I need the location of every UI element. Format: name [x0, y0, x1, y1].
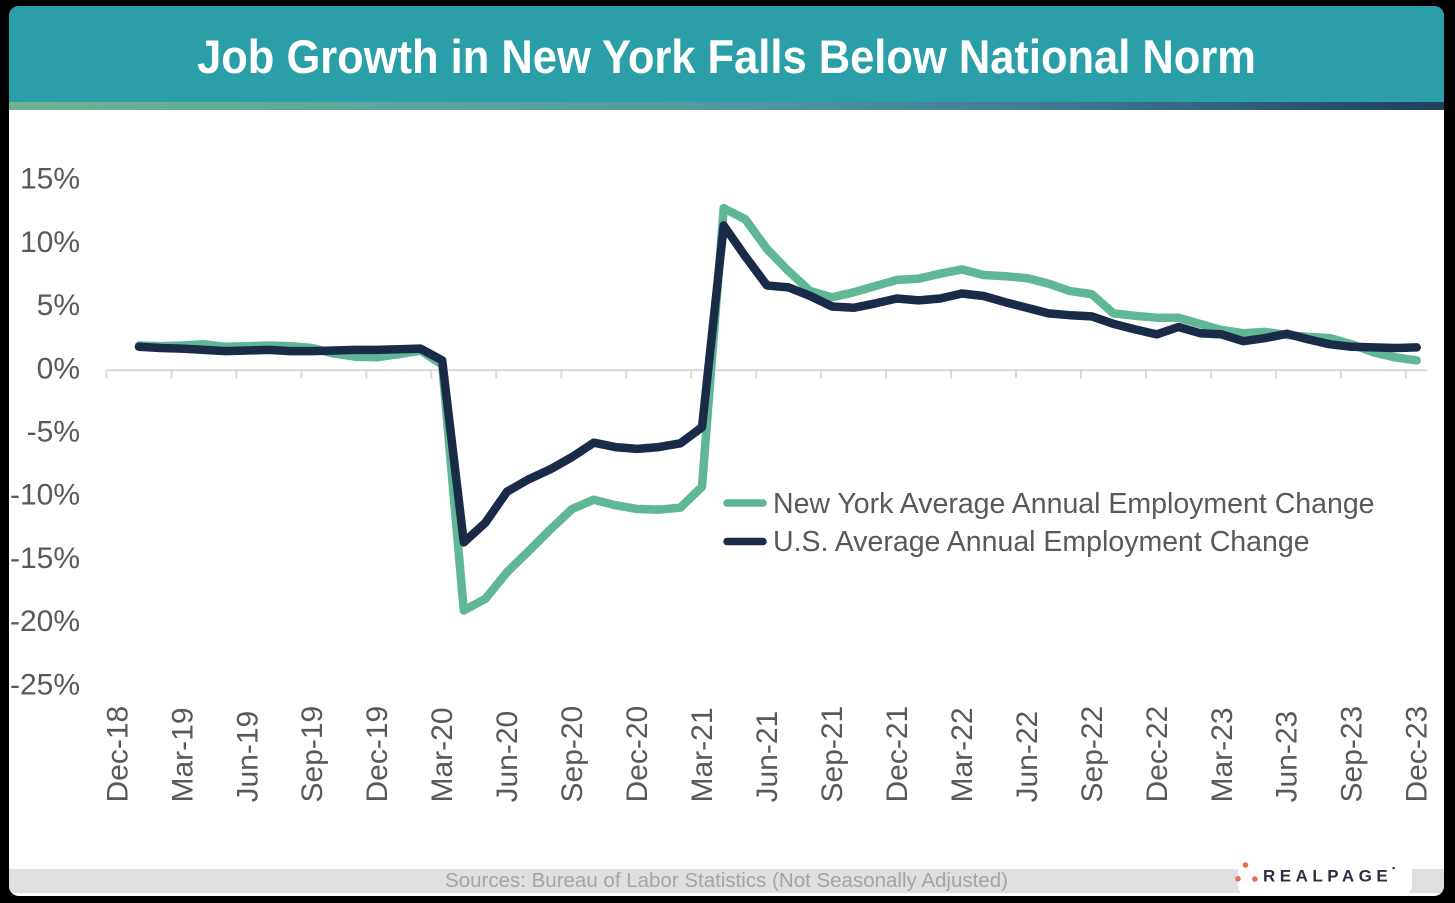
svg-text:Sep-22: Sep-22 — [1076, 706, 1109, 803]
svg-text:Dec-23: Dec-23 — [1401, 706, 1434, 803]
svg-text:Sep-23: Sep-23 — [1336, 706, 1369, 803]
svg-text:-5%: -5% — [27, 416, 80, 449]
svg-text:Sep-19: Sep-19 — [296, 706, 329, 803]
svg-text:-10%: -10% — [10, 479, 80, 512]
svg-text:15%: 15% — [20, 163, 80, 196]
svg-text:-25%: -25% — [10, 668, 80, 701]
svg-text:Dec-20: Dec-20 — [621, 706, 654, 803]
svg-text:Jun-22: Jun-22 — [1011, 711, 1044, 803]
svg-text:New York Average Annual Employ: New York Average Annual Employment Chang… — [773, 488, 1375, 520]
svg-text:U.S. Average Annual Employment: U.S. Average Annual Employment Change — [773, 526, 1310, 558]
svg-text:Mar-23: Mar-23 — [1206, 707, 1239, 802]
svg-text:10%: 10% — [20, 226, 80, 259]
svg-text:Jun-23: Jun-23 — [1271, 711, 1304, 803]
svg-text:Mar-20: Mar-20 — [426, 707, 459, 802]
svg-text:-20%: -20% — [10, 605, 80, 638]
svg-text:0%: 0% — [37, 352, 80, 385]
svg-text:Dec-22: Dec-22 — [1141, 706, 1174, 803]
svg-text:5%: 5% — [37, 289, 80, 322]
svg-text:Dec-18: Dec-18 — [101, 706, 134, 803]
svg-text:Dec-21: Dec-21 — [881, 706, 914, 803]
svg-text:REALPAGE: REALPAGE — [1263, 867, 1392, 886]
svg-text:Jun-21: Jun-21 — [751, 711, 784, 803]
svg-text:Sep-21: Sep-21 — [816, 706, 849, 803]
svg-text:-15%: -15% — [10, 542, 80, 575]
svg-text:Mar-19: Mar-19 — [166, 707, 199, 802]
svg-text:Sep-20: Sep-20 — [556, 706, 589, 803]
svg-text:Jun-19: Jun-19 — [231, 711, 264, 803]
svg-text:Mar-22: Mar-22 — [946, 707, 979, 802]
svg-text:Mar-21: Mar-21 — [686, 707, 719, 802]
svg-text:Jun-20: Jun-20 — [491, 711, 524, 803]
svg-text:Dec-19: Dec-19 — [361, 706, 394, 803]
